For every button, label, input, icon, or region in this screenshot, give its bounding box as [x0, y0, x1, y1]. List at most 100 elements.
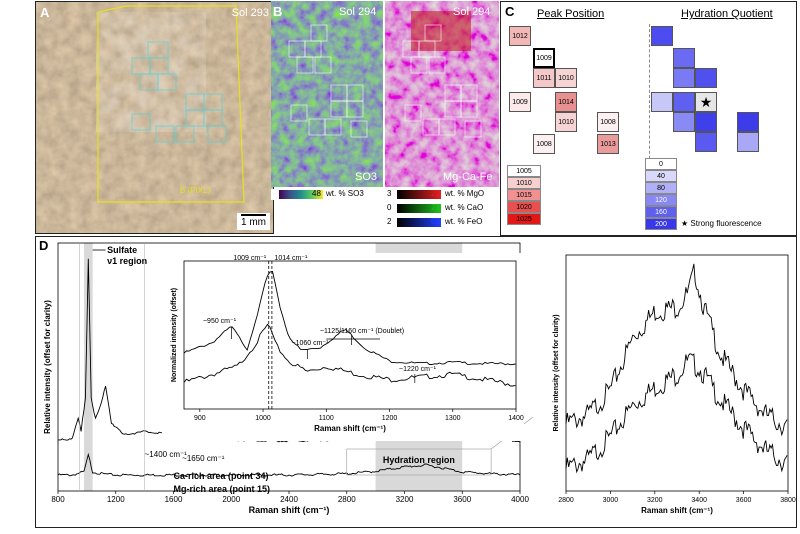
panel-b-left-sol: Sol 294 [339, 6, 377, 18]
map-roi-box [428, 56, 446, 74]
panel-a-sol: Sol 293 [231, 7, 269, 19]
roi-box [175, 125, 195, 143]
hq-legend-entry: 40 [645, 170, 677, 182]
hydration-region-label: Hydration region [383, 455, 455, 465]
sulfate-label-2: ν1 region [107, 256, 147, 266]
roi-box [155, 125, 175, 143]
ann-1009: 1009 cm⁻¹ [233, 255, 267, 262]
roi-box [131, 113, 151, 131]
y-axis-label: Relative intensity (offset for clarity) [43, 300, 52, 434]
feo-colorbar [397, 218, 441, 227]
map-roi-box [290, 104, 308, 122]
peak-legend-entry: 1020 [507, 201, 541, 213]
peak-legend-entry: 1015 [507, 189, 541, 201]
peak-cell: 1013 [597, 134, 619, 154]
y-axis-label: Normalized intensity (offset) [171, 288, 178, 382]
map-roi-box [460, 100, 478, 118]
hq-cell [673, 68, 695, 88]
x-tick-label: 4000 [511, 495, 529, 504]
peak-legend-entry: 1005 [507, 165, 541, 177]
x-axis-label: Raman shift (cm⁻¹) [249, 505, 330, 515]
ann-1220: ~1220 cm⁻¹ [399, 366, 437, 373]
ann-1400: ~1400 cm⁻¹ [145, 450, 188, 459]
roi-box [207, 125, 227, 143]
x-tick-label: 1600 [165, 495, 183, 504]
micrograph-image [36, 2, 273, 233]
hq-cell [695, 68, 717, 88]
mg-rich-label: Mg-rich area (point 15) [174, 484, 271, 494]
peak-position-title: Peak Position [537, 8, 605, 20]
hq-legend-entry: 120 [645, 194, 677, 206]
peak-cell: 1011 [533, 68, 555, 88]
peak-cell: 1008 [597, 112, 619, 132]
colorbar-unit: wt. % MgO [445, 189, 485, 198]
map-roi-box [438, 118, 456, 136]
panel-c-label: C [505, 4, 515, 19]
hq-cell [695, 112, 717, 132]
so3-bar-max: 48 [312, 189, 321, 198]
peak-cell: 1012 [509, 26, 531, 46]
peak-cell: 1008 [533, 134, 555, 154]
x-tick-label: 1000 [255, 415, 271, 422]
cao-colorbar [397, 204, 441, 213]
hq-cell [737, 132, 759, 152]
ann-1650: ~1650 cm⁻¹ [182, 454, 225, 463]
inset-spectrum-plot: 900 1000 1100 1200 1300 1400 Raman shift (cm⁻¹… [162, 253, 524, 441]
peak-cell: 1010 [555, 112, 577, 132]
panel-d-label: D [39, 238, 49, 253]
x-tick-label: 3200 [396, 495, 414, 504]
colorbar-min: 2 [387, 217, 392, 226]
x-tick-label: 3800 [780, 497, 796, 504]
peak-legend-entry: 1025 [507, 213, 541, 225]
hq-cell [737, 112, 759, 132]
panel-b-maps: B Sol 294 Sol 294 SO3 Mg-Ca-Fe 0 48 wt. … [271, 1, 499, 232]
so3-colorbar [279, 190, 323, 199]
ann-1014: 1014 cm⁻¹ [274, 255, 308, 262]
panel-d-spectra: D 800 1200 1600 2000 2400 2800 3200 3600 4000 Ram… [35, 236, 797, 528]
inset-mg-spectrum [183, 323, 516, 387]
x-tick-label: 2800 [558, 497, 574, 504]
hydration-spectrum-plot: 2800 3000 3200 3400 3600 3800 Raman shift (cm⁻… [553, 254, 796, 515]
hq-cell [673, 92, 695, 112]
colorbar-max: 23 [431, 189, 440, 198]
axes-frame [183, 260, 517, 410]
x-tick-label: 3000 [603, 497, 619, 504]
star-icon: ★ [681, 219, 689, 228]
map-roi-box [404, 104, 422, 122]
x-tick-label: 2400 [280, 495, 298, 504]
hq-legend-entry: 0 [645, 158, 677, 170]
map-roi-box [296, 56, 314, 74]
panel-b-right-sol: Sol 294 [453, 6, 491, 18]
x-tick-label: 1200 [382, 415, 398, 422]
x-tick-label: 3400 [691, 497, 707, 504]
strong-fluorescence-label: Strong fluorescence [690, 219, 762, 228]
x-tick-label: 3600 [453, 495, 471, 504]
ann-doublet: ~1125/1160 cm⁻¹ (Doublet) [320, 328, 404, 335]
inset-background [162, 253, 524, 441]
inset-ca-spectrum [183, 270, 516, 366]
scale-bar: 1 mm [237, 213, 270, 230]
ann-1060: ~1060 cm⁻¹ [292, 340, 330, 347]
map-roi-box [424, 24, 442, 42]
scale-bar-line [241, 214, 266, 216]
panel-a-micrograph: A Sol 293 B (PIXL) 1 mm [35, 1, 274, 234]
peak-cell: 1014 [555, 92, 577, 112]
map-roi-box [346, 100, 364, 118]
map-roi-boxes [288, 24, 482, 138]
x-tick-label: 800 [51, 495, 65, 504]
hq-legend-entry: 80 [645, 182, 677, 194]
roi-box [147, 41, 169, 59]
mgo-colorbar [397, 190, 441, 199]
x-tick-label: 3600 [736, 497, 752, 504]
map-roi-box [314, 56, 332, 74]
x-tick-label: 900 [194, 415, 206, 422]
hq-legend-entry: 200 [645, 218, 677, 230]
so3-tag: SO3 [355, 171, 378, 183]
pixl-label: B (PIXL) [180, 186, 211, 195]
right-mg-spectrum [565, 353, 788, 474]
hydration-zoom-box [346, 448, 492, 476]
peak-legend-entry: 1010 [507, 177, 541, 189]
axes-frame [565, 254, 789, 492]
x-tick-label: 3200 [647, 497, 663, 504]
colorbar-max: 28 [431, 203, 440, 212]
